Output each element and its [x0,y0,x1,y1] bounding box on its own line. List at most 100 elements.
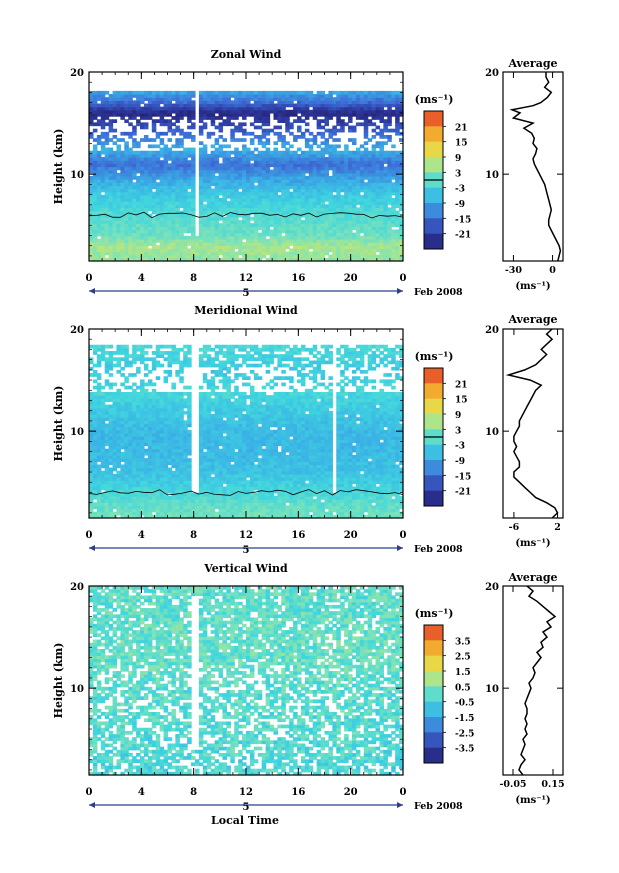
x-tick-label: 0 [400,530,407,541]
x-tick-label: 8 [190,273,197,284]
date-label: Feb 2008 [414,801,463,812]
colorbar-tick-label: -0.5 [455,699,474,709]
average-x-label: (ms⁻¹) [515,538,550,549]
colorbar-segment [424,233,443,250]
y-axis-label: Height (km) [52,386,65,462]
colorbar-segment [424,490,443,507]
average-frame [502,328,564,519]
colorbar-tick-label: -9 [455,200,465,210]
average-x-label: (ms⁻¹) [515,795,550,806]
x-tick-label: 16 [291,273,305,284]
colorbar-segment [424,686,443,703]
day-span-arrow-right [397,288,403,294]
colorbar-tick-label: 0.5 [455,683,471,693]
day-label: 5 [243,545,250,556]
average-profile-line [518,585,557,776]
average-title: Average [507,571,557,584]
colorbar-tick-label: 3 [455,426,461,436]
x-tick-label: 12 [239,787,253,798]
y-axis-label: Height (km) [52,643,65,719]
colorbar-tick-label: -3 [455,442,465,452]
colorbar-tick-label: 21 [455,380,468,390]
colorbar-segment [424,398,443,415]
y-tick-label: 10 [70,170,84,181]
colorbar-segment [424,187,443,204]
panel-1: Zonal Wind Height (km) 0 4 8 12 16 20 0 10 20 5 Feb … [52,48,564,299]
day-span-arrow-left [89,545,95,551]
average-frame [502,71,564,262]
heatmap-field [89,90,404,262]
heatmap-field [89,586,404,776]
colorbar-tick-label: 9 [455,154,461,164]
colorbar-frame [423,624,444,764]
day-span-arrow-left [89,802,95,808]
x-tick-label: 0 [86,787,93,798]
y-tick-label: 10 [70,427,84,438]
x-tick-label: 0 [400,787,407,798]
colorbar-segment [424,460,443,476]
panel-3: Vertical Wind Height (km) 0 4 8 12 16 20 0 10 20 5 F… [52,562,565,813]
x-tick-label: 0 [86,530,93,541]
x-tick-label: 8 [190,530,197,541]
average-x-tick-label: 0 [549,265,556,276]
day-label: 5 [243,288,250,299]
colorbar-tick-label: 3.5 [455,637,471,647]
x-tick-label: 20 [344,273,358,284]
colorbar-segment [424,218,443,235]
panel-title: Zonal Wind [211,48,282,61]
x-tick-label: 8 [190,787,197,798]
colorbar-tick-label: -2.5 [455,729,474,739]
colorbar-segment [424,640,443,657]
average-x-tick-label: -0.05 [499,779,526,790]
colorbar-segment [424,414,443,430]
heatmap-field [89,344,404,519]
x-tick-label: 16 [291,530,305,541]
average-y-tick-label: 10 [485,427,499,438]
colorbar-segment [424,157,443,173]
average-y-tick-label: 10 [485,684,499,695]
average-title: Average [507,313,557,326]
colorbar-unit: (ms⁻¹) [415,350,454,363]
day-span-arrow-left [89,288,95,294]
average-x-label: (ms⁻¹) [515,281,550,292]
colorbar-segment [424,203,443,219]
x-axis-label: Local Time [211,814,279,827]
y-tick-label: 20 [70,325,84,336]
x-tick-label: 16 [291,787,305,798]
colorbar-tick-label: -3 [455,185,465,195]
colorbar-tick-label: 2.5 [455,653,471,663]
colorbar-segment [424,717,443,733]
zero-contour [88,211,404,219]
colorbar-segment [424,475,443,492]
colorbar-tick-label: -1.5 [455,714,474,724]
colorbar-tick-label: -3.5 [455,745,474,755]
x-tick-label: 20 [344,530,358,541]
average-x-tick-label: 2 [554,522,561,533]
colorbar-tick-label: -21 [455,231,471,241]
average-y-tick-label: 20 [485,582,499,593]
colorbar-tick-label: -21 [455,488,471,498]
zero-contour [88,489,404,496]
x-tick-label: 12 [239,530,253,541]
colorbar-segment [424,671,443,687]
average-frame [502,585,564,776]
colorbar-tick-label: 21 [455,123,468,133]
x-tick-label: 20 [344,787,358,798]
day-span-arrow-right [397,802,403,808]
x-tick-label: 4 [138,530,145,541]
panel-title: Vertical Wind [203,562,288,575]
colorbar-tick-label: -15 [455,472,471,482]
average-y-tick-label: 20 [485,325,499,336]
x-tick-label: 0 [86,273,93,284]
day-label: 5 [243,802,250,813]
average-y-tick-label: 10 [485,170,499,181]
colorbar-segment [424,625,443,641]
colorbar-unit: (ms⁻¹) [415,607,454,620]
colorbar-tick-label: -15 [455,215,471,225]
colorbar-segment [424,126,443,143]
date-label: Feb 2008 [414,287,463,298]
colorbar-segment [424,655,443,672]
colorbar-segment [424,701,443,718]
average-x-tick-label: -6 [509,522,520,533]
